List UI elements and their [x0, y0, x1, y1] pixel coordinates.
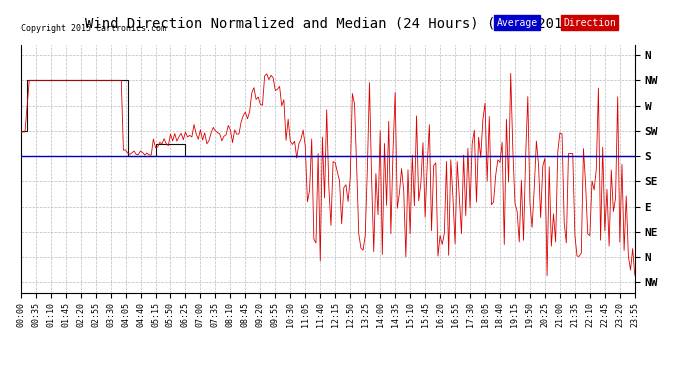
Text: Wind Direction Normalized and Median (24 Hours) (New) 20150818: Wind Direction Normalized and Median (24… — [86, 17, 604, 31]
Text: Copyright 2015 Cartronics.com: Copyright 2015 Cartronics.com — [21, 24, 166, 33]
Text: Direction: Direction — [563, 18, 616, 28]
Text: Average: Average — [497, 18, 538, 28]
